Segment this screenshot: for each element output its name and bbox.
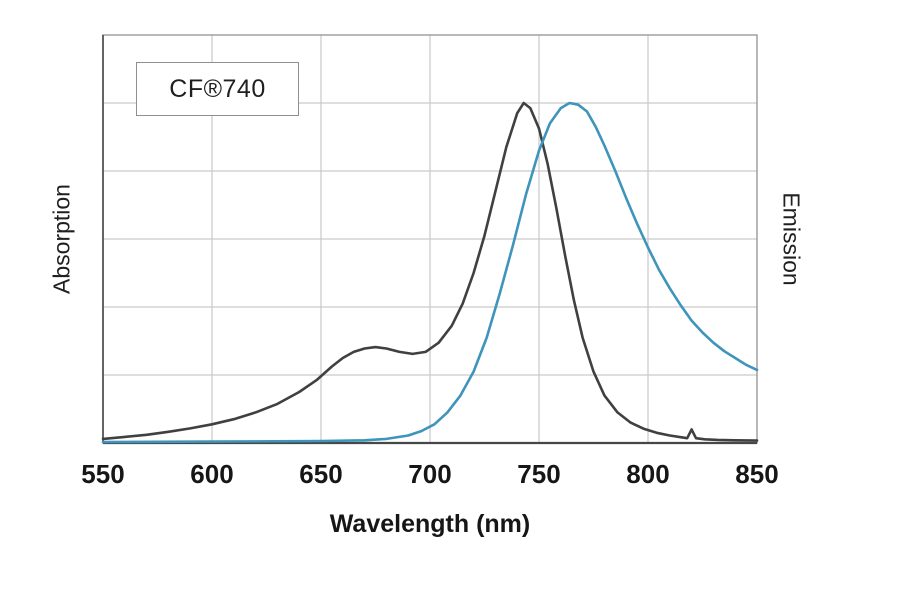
- x-axis-title: Wavelength (nm): [329, 510, 531, 538]
- x-tick-label: 550: [81, 459, 125, 489]
- right-axis-title: Emission: [778, 192, 805, 286]
- absorption-curve: [101, 101, 759, 442]
- x-tick-label: 600: [190, 459, 234, 489]
- x-tick-label: 700: [408, 459, 452, 489]
- x-tick-label: 650: [299, 459, 343, 489]
- x-tick-label: 850: [735, 459, 779, 489]
- dye-name-label: CF®740: [169, 74, 266, 103]
- x-tick-label: 800: [626, 459, 670, 489]
- dye-name-box: CF®740: [136, 62, 299, 116]
- emission-curve: [101, 101, 759, 444]
- left-axis-title: Absorption: [48, 184, 75, 294]
- x-tick-label: 750: [517, 459, 561, 489]
